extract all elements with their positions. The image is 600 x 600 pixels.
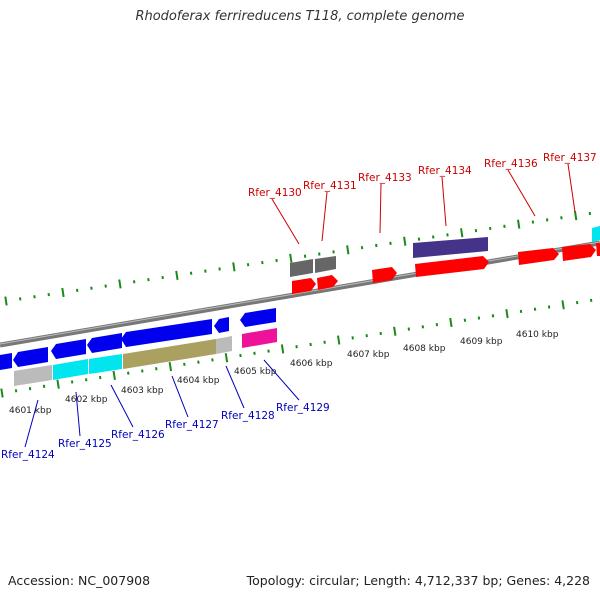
gene-box[interactable] xyxy=(413,237,488,258)
gene-label-reverse[interactable]: Rfer_4125 xyxy=(58,438,112,450)
outer-tick xyxy=(4,296,8,306)
scale-label: 4609 kbp xyxy=(460,337,503,347)
gene-arrow[interactable] xyxy=(518,248,559,265)
gene-arrow[interactable] xyxy=(415,256,489,277)
gene-label-forward[interactable]: Rfer_4130 xyxy=(248,187,302,199)
gene-arrow[interactable] xyxy=(562,244,596,261)
inner-tick xyxy=(0,388,4,398)
label-leader-line xyxy=(24,399,39,448)
label-leader-line xyxy=(321,191,328,242)
gene-arrow[interactable] xyxy=(292,278,316,294)
gene-box[interactable] xyxy=(290,259,313,277)
inner-tick xyxy=(168,361,173,372)
gene-label-forward[interactable]: Rfer_4133 xyxy=(358,172,412,184)
gene-box[interactable] xyxy=(123,339,216,369)
label-leader-line xyxy=(263,359,300,401)
outer-tick xyxy=(289,253,293,263)
genome-backbone-highlight xyxy=(0,241,600,345)
inner-tick-row xyxy=(0,298,593,398)
outer-tick xyxy=(232,262,236,272)
inner-tick xyxy=(224,353,229,363)
accession-text: Accession: NC_007908 xyxy=(8,573,151,588)
label-leader-line xyxy=(110,384,134,428)
outer-tick xyxy=(573,211,578,221)
scale-label: 4605 kbp xyxy=(234,367,277,377)
scale-label: 4602 kbp xyxy=(65,395,108,405)
gene-label-reverse[interactable]: Rfer_4126 xyxy=(111,429,165,441)
label-leader-line xyxy=(441,176,447,227)
inner-tick xyxy=(336,335,341,345)
outer-tick-row xyxy=(4,211,592,306)
gene-arrow[interactable] xyxy=(51,339,86,359)
scale-label: 4606 kbp xyxy=(290,359,333,369)
reverse-strand-features xyxy=(0,308,277,386)
inner-tick xyxy=(112,370,116,380)
gene-box[interactable] xyxy=(592,226,600,242)
gene-label-forward[interactable]: Rfer_4136 xyxy=(484,158,538,170)
inner-tick xyxy=(393,326,397,336)
label-leader-line xyxy=(567,163,576,213)
gene-arrow[interactable] xyxy=(121,319,212,347)
gene-box[interactable] xyxy=(89,354,122,374)
gene-arrow[interactable] xyxy=(240,308,276,327)
scale-label: 4608 kbp xyxy=(403,344,446,354)
gene-box[interactable] xyxy=(242,328,277,348)
inner-tick xyxy=(561,300,565,310)
gene-box[interactable] xyxy=(315,256,336,273)
gene-arrow[interactable] xyxy=(13,347,48,367)
gene-label-reverse[interactable]: Rfer_4129 xyxy=(276,402,330,414)
genome-backbone xyxy=(0,240,600,348)
label-leader-line xyxy=(271,198,300,245)
outer-tick xyxy=(403,236,407,246)
label-leader-line xyxy=(75,391,81,437)
label-leader-line xyxy=(171,375,189,418)
scale-label: 4607 kbp xyxy=(347,350,390,360)
outer-tick xyxy=(460,228,464,238)
scale-label: 4603 kbp xyxy=(121,386,164,396)
scale-label: 4601 kbp xyxy=(9,406,52,416)
gene-label-forward[interactable]: Rfer_4131 xyxy=(303,180,357,192)
gene-box[interactable] xyxy=(53,359,88,380)
inner-tick xyxy=(449,317,453,328)
gene-label-reverse[interactable]: Rfer_4128 xyxy=(221,410,275,422)
outer-tick xyxy=(61,287,65,298)
gene-arrow[interactable] xyxy=(87,333,122,353)
outer-tick xyxy=(346,245,350,255)
inner-tick xyxy=(56,379,60,389)
label-leader-line xyxy=(225,365,245,409)
gene-label-forward[interactable]: Rfer_4137 xyxy=(543,152,597,164)
scale-label: 4610 kbp xyxy=(516,330,559,340)
gene-label-reverse[interactable]: Rfer_4124 xyxy=(1,449,55,461)
genome-summary-text: Topology: circular; Length: 4,712,337 bp… xyxy=(246,573,590,588)
label-leader-line xyxy=(379,183,382,234)
inner-tick xyxy=(280,344,285,354)
gene-arrow[interactable] xyxy=(317,275,338,290)
gene-arrow[interactable] xyxy=(596,243,600,256)
gene-arrow[interactable] xyxy=(372,267,397,283)
outer-tick xyxy=(118,279,122,289)
page-title: Rhodoferax ferrireducens T118, complete … xyxy=(135,9,465,24)
gene-label-forward[interactable]: Rfer_4134 xyxy=(418,165,472,177)
forward-strand-features xyxy=(290,226,600,294)
outer-tick xyxy=(517,219,521,229)
scale-label: 4604 kbp xyxy=(177,376,220,386)
gene-label-reverse[interactable]: Rfer_4127 xyxy=(165,419,219,431)
scale-label-group: 4601 kbp 4602 kbp 4603 kbp 4604 kbp 4605 kbp… xyxy=(9,330,559,416)
label-leader-line xyxy=(507,169,536,217)
gene-box[interactable] xyxy=(14,365,52,386)
gene-box[interactable] xyxy=(216,336,232,354)
outer-tick xyxy=(175,270,179,280)
inner-tick xyxy=(505,309,509,319)
gene-arrow[interactable] xyxy=(214,317,229,333)
gene-arrow[interactable] xyxy=(0,353,12,370)
